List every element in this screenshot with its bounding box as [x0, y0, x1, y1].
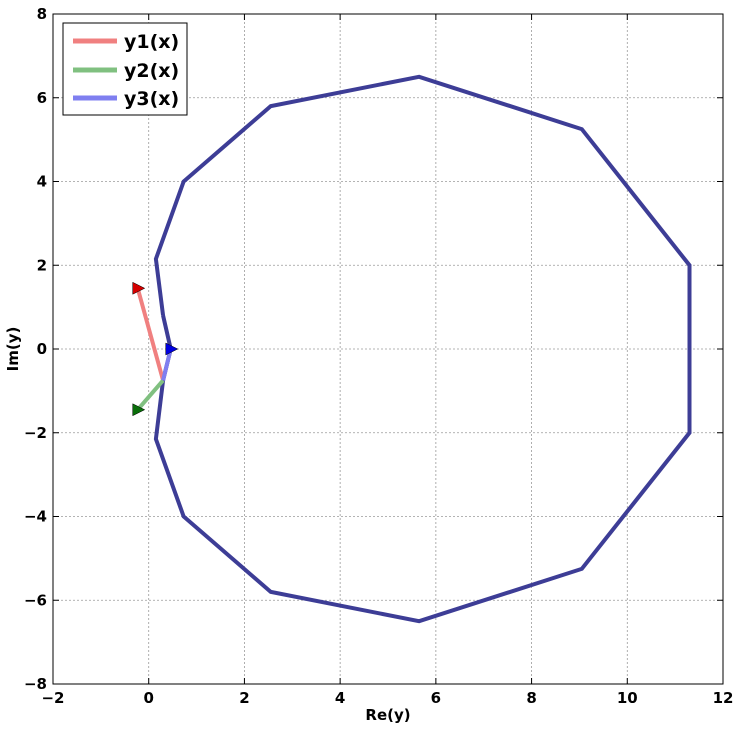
- x-tick-label: 10: [617, 689, 638, 707]
- y-tick-label: 8: [37, 5, 47, 23]
- root-locus-polygon: [153, 74, 692, 624]
- y-tick-label: −2: [24, 424, 47, 442]
- legend-label-y1: y1(x): [124, 31, 179, 53]
- y-tick-label: 2: [37, 256, 47, 274]
- ticks: −2 0 2 4 6 8 10 12 −8 −6 −4 −2 0 2 4 6 8: [24, 5, 733, 707]
- series-line-3: [161, 348, 173, 381]
- polygon-layer: [153, 74, 692, 624]
- marker-layer: [132, 281, 179, 417]
- x-tick-label: −2: [41, 689, 64, 707]
- y-tick-label: 4: [37, 173, 47, 191]
- y-tick-label: −8: [24, 675, 47, 693]
- legend: y1(x) y2(x) y3(x): [62, 22, 188, 116]
- series-layer: [135, 287, 173, 412]
- y-axis-label: Im(y): [4, 327, 22, 372]
- series-marker-3: [165, 342, 179, 356]
- x-tick-label: 8: [526, 689, 536, 707]
- series-line-2: [136, 379, 165, 412]
- y-tick-label: 0: [37, 340, 47, 358]
- y-tick-label: −4: [24, 508, 47, 526]
- x-tick-label: 0: [143, 689, 153, 707]
- series-marker-1: [132, 281, 146, 295]
- series-line-1: [135, 287, 165, 381]
- y-tick-label: −6: [24, 591, 47, 609]
- x-tick-label: 4: [335, 689, 345, 707]
- x-tick-label: 2: [239, 689, 249, 707]
- y-tick-label: 6: [37, 89, 47, 107]
- legend-label-y3: y3(x): [124, 88, 179, 110]
- x-tick-label: 6: [431, 689, 441, 707]
- x-tick-label: 12: [713, 689, 734, 707]
- plot-frame-background: [53, 14, 723, 684]
- series-marker-2: [132, 403, 146, 417]
- x-axis-label: Re(y): [365, 706, 410, 724]
- legend-label-y2: y2(x): [124, 60, 179, 82]
